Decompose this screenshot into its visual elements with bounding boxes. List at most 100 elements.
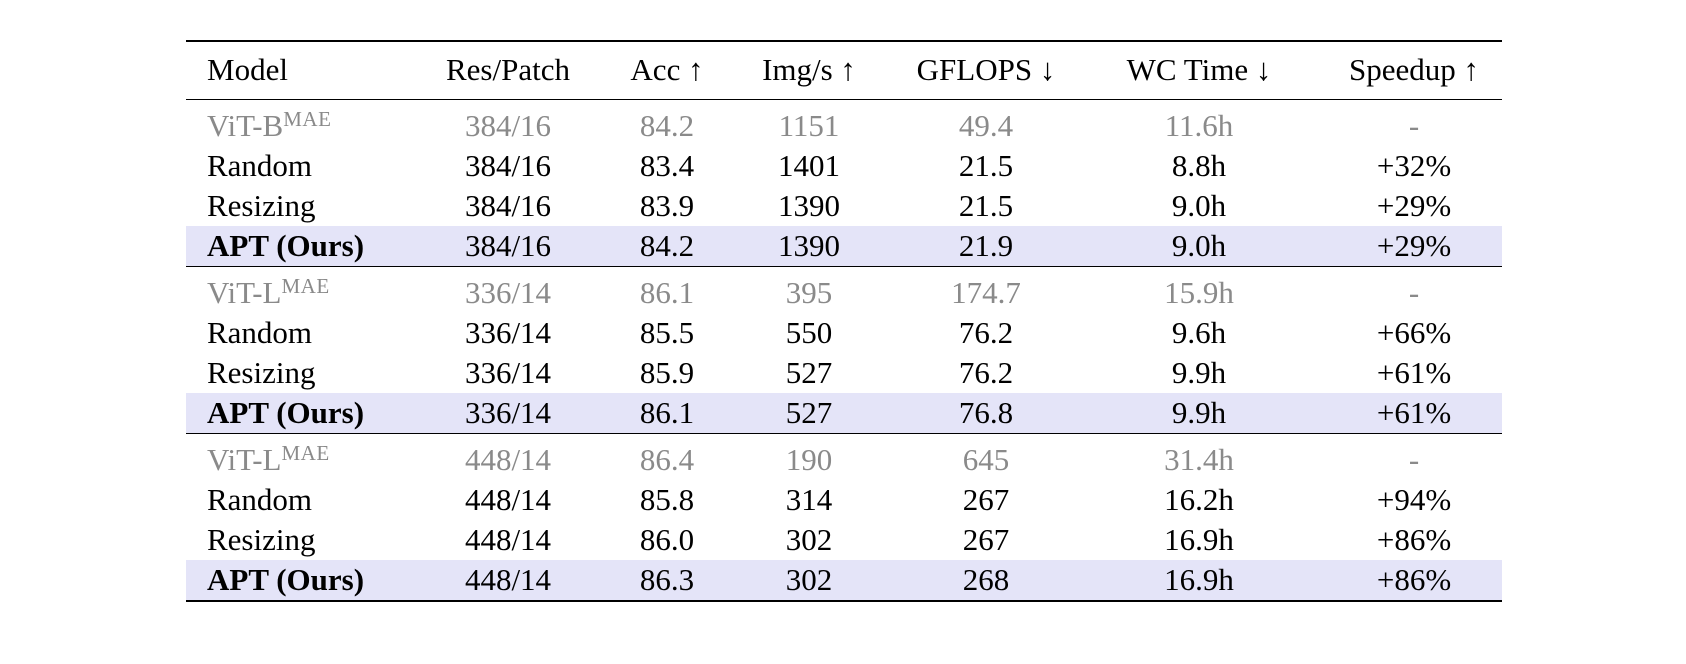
cell-model: Random [186,313,400,353]
header-gflops: GFLOPS ↓ [916,52,1056,88]
cell-text: 49.4 [958,107,1014,143]
cell-acc: 84.2 [616,99,718,146]
cell-text: 384/16 [464,187,552,223]
cell-res: 336/14 [400,353,616,393]
cell-text: +61% [1376,354,1452,390]
model-superscript: MAE [281,440,330,465]
cell-speedup: +29% [1326,226,1502,267]
cell-text: 645 [962,441,1010,477]
cell-text: +61% [1376,394,1452,430]
cell-text: 76.2 [958,314,1014,350]
cell-text: +32% [1376,147,1452,183]
table-row: ViT-BMAE 384/16 84.2 1151 49.4 11.6h - [186,99,1502,146]
model-superscript: MAE [283,106,332,131]
cell-text: +86% [1376,521,1452,557]
cell-text: 384/16 [464,107,552,143]
cell-text: 1151 [778,107,840,143]
cell-text: 76.8 [958,394,1014,430]
table-row: Random 448/14 85.8 314 267 16.2h +94% [186,480,1502,520]
cell-acc: 86.3 [616,560,718,601]
cell-text: 1401 [778,147,840,183]
cell-speedup: - [1326,266,1502,313]
cell-text: 336/14 [464,274,552,310]
cell-imgs: 395 [718,266,900,313]
cell-text: 448/14 [464,481,552,517]
cell-imgs: 527 [718,353,900,393]
cell-model: ViT-BMAE [186,99,400,146]
cell-speedup: +86% [1326,520,1502,560]
cell-gflops: 267 [900,520,1072,560]
cell-res: 448/14 [400,560,616,601]
cell-acc: 84.2 [616,226,718,267]
cell-text: 336/14 [464,394,552,430]
cell-text: 174.7 [951,274,1021,310]
cell-text: 267 [962,521,1010,557]
cell-text: +94% [1376,481,1452,517]
cell-model: Resizing [186,353,400,393]
cell-imgs: 314 [718,480,900,520]
cell-acc: 85.8 [616,480,718,520]
cell-wc: 15.9h [1072,266,1326,313]
header-imgs: Img/s ↑ [762,52,856,88]
cell-text: 9.6h [1171,314,1227,350]
cell-text: 83.9 [639,187,695,223]
cell-res: 448/14 [400,520,616,560]
table-row: APT (Ours) 384/16 84.2 1390 21.9 9.0h +29% [186,225,1502,267]
cell-text: 395 [785,274,833,310]
cell-speedup: - [1326,99,1502,146]
cell-text: ViT-L [207,441,282,477]
cell-text: 550 [785,314,833,350]
cell-res: 384/16 [400,186,616,226]
cell-text: ViT-L [207,274,282,310]
table-row: Resizing 384/16 83.9 1390 21.5 9.0h +29% [186,186,1502,226]
cell-text: - [1408,274,1420,310]
cell-wc: 8.8h [1072,146,1326,186]
cell-text: +86% [1376,561,1452,597]
cell-imgs: 550 [718,313,900,353]
cell-wc: 9.0h [1072,186,1326,226]
cell-text: 86.4 [639,441,695,477]
table-group: ViT-BMAE 384/16 84.2 1151 49.4 11.6h - Random 38… [186,99,1502,266]
cell-text: 21.5 [958,147,1014,183]
cell-wc: 16.9h [1072,520,1326,560]
cell-gflops: 174.7 [900,266,1072,313]
cell-model: Random [186,146,400,186]
cell-text: 16.2h [1164,481,1234,517]
header-model: Model [207,52,288,88]
cell-imgs: 1390 [718,186,900,226]
cell-text: 31.4h [1164,441,1234,477]
cell-imgs: 302 [718,560,900,601]
cell-text: 84.2 [639,107,695,143]
cell-text: 1390 [778,227,840,263]
cell-speedup: +94% [1326,480,1502,520]
cell-text: 448/14 [464,561,552,597]
cell-acc: 86.4 [616,433,718,480]
cell-acc: 85.9 [616,353,718,393]
cell-text: 85.9 [639,354,695,390]
cell-text: 76.2 [958,354,1014,390]
cell-gflops: 76.2 [900,353,1072,393]
cell-wc: 31.4h [1072,433,1326,480]
cell-text: - [1408,441,1420,477]
cell-text: +29% [1376,187,1452,223]
cell-text: APT (Ours) [207,227,365,263]
cell-text: Resizing [207,354,316,390]
cell-speedup: +61% [1326,393,1502,434]
cell-gflops: 645 [900,433,1072,480]
cell-text: 9.9h [1171,354,1227,390]
cell-text: 336/14 [464,354,552,390]
cell-res: 384/16 [400,99,616,146]
cell-text: Random [207,481,313,517]
cell-speedup: - [1326,433,1502,480]
header-wc-time: WC Time ↓ [1126,52,1272,88]
cell-model: ViT-LMAE [186,433,400,480]
cell-text: 384/16 [464,147,552,183]
cell-wc: 11.6h [1072,99,1326,146]
cell-text: 16.9h [1164,561,1234,597]
cell-text: 448/14 [464,441,552,477]
cell-res: 384/16 [400,226,616,267]
table-row: Random 384/16 83.4 1401 21.5 8.8h +32% [186,146,1502,186]
cell-gflops: 21.9 [900,226,1072,267]
results-table: Model Res/Patch Acc ↑ Img/s ↑ GFLOPS ↓ W… [186,40,1502,602]
cell-acc: 86.1 [616,393,718,434]
